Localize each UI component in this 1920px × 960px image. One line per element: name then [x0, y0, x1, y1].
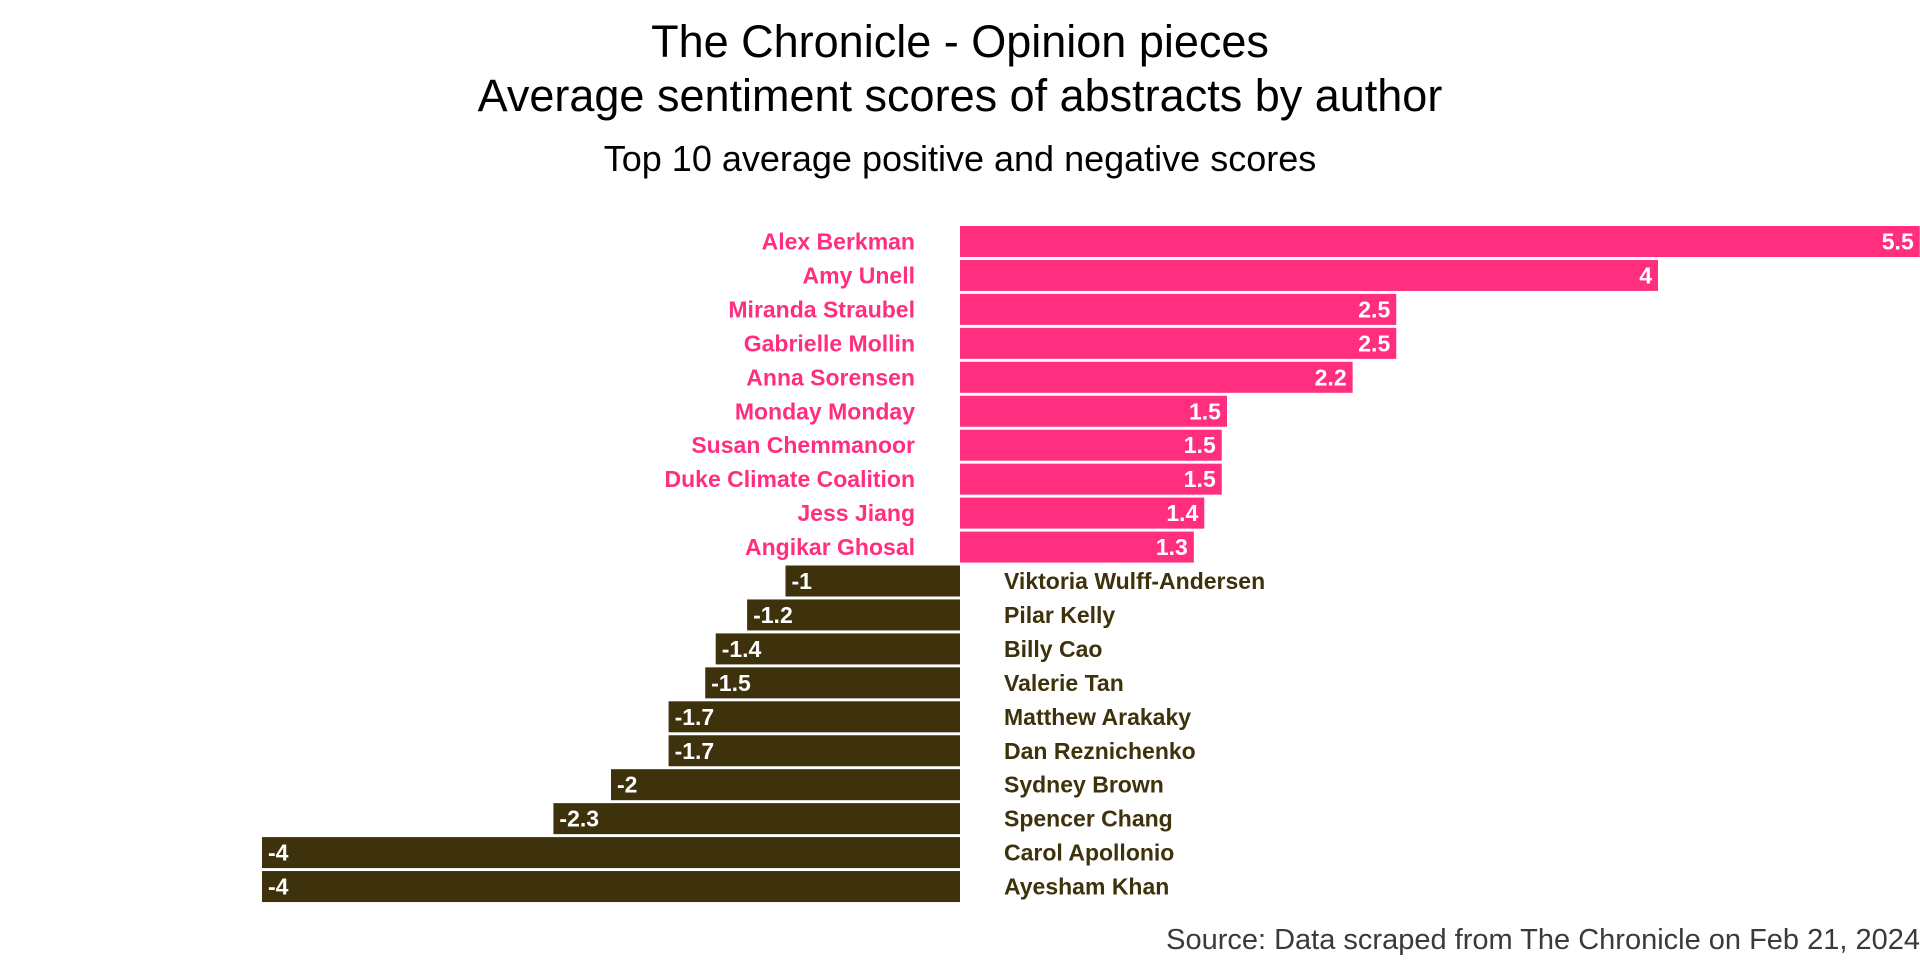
- bar-value-label: 1.5: [1184, 432, 1216, 458]
- category-label: Gabrielle Mollin: [744, 330, 915, 356]
- bar: [960, 531, 1194, 563]
- category-label: Angikar Ghosal: [745, 534, 915, 560]
- bar: [668, 735, 960, 767]
- bar: [960, 259, 1658, 291]
- category-label: Amy Unell: [803, 262, 915, 288]
- bar-value-label: -1: [792, 568, 813, 594]
- category-label: Ayesham Khan: [1004, 874, 1169, 900]
- bar: [553, 803, 960, 835]
- bar: [262, 837, 960, 869]
- bar: [960, 497, 1205, 529]
- bar-value-label: 4: [1639, 262, 1652, 288]
- category-label: Viktoria Wulff-Andersen: [1004, 568, 1265, 594]
- bar: [668, 701, 960, 733]
- category-label: Miranda Straubel: [728, 296, 915, 322]
- category-label: Sydney Brown: [1004, 772, 1164, 798]
- bar-value-label: 2.2: [1315, 364, 1347, 390]
- category-label: Susan Chemmanoor: [691, 432, 915, 458]
- bar: [960, 361, 1353, 393]
- bar-value-label: -4: [268, 874, 289, 900]
- bar: [785, 565, 960, 597]
- category-label: Jess Jiang: [797, 500, 915, 526]
- bar-value-label: 1.4: [1166, 500, 1198, 526]
- bar: [715, 633, 960, 665]
- bar-value-label: 2.5: [1358, 330, 1390, 356]
- category-label: Dan Reznichenko: [1004, 738, 1196, 764]
- category-label: Anna Sorensen: [746, 364, 915, 390]
- bar-value-label: -1.4: [722, 636, 762, 662]
- category-label: Duke Climate Coalition: [665, 466, 915, 492]
- category-label: Pilar Kelly: [1004, 602, 1115, 628]
- category-label: Alex Berkman: [762, 229, 915, 255]
- category-label: Billy Cao: [1004, 636, 1102, 662]
- bar-value-label: -1.5: [711, 670, 751, 696]
- bar: [960, 463, 1222, 495]
- bar-value-label: 2.5: [1358, 296, 1390, 322]
- bar: [960, 327, 1397, 359]
- category-label: Monday Monday: [735, 398, 915, 424]
- bar: [960, 293, 1397, 325]
- source-caption: Source: Data scraped from The Chronicle …: [1166, 924, 1920, 956]
- bar-value-label: -1.7: [675, 738, 715, 764]
- bar: [960, 395, 1227, 427]
- chart-title: The Chronicle - Opinion pieces: [651, 16, 1269, 67]
- bar-value-label: -2.3: [559, 806, 599, 832]
- bar-value-label: -4: [268, 840, 289, 866]
- bar: [960, 226, 1920, 257]
- bar-value-label: 5.5: [1882, 229, 1914, 255]
- bar-value-label: -1.7: [675, 704, 715, 730]
- bar: [960, 429, 1222, 461]
- bar: [747, 599, 960, 631]
- category-label: Matthew Arakaky: [1004, 704, 1191, 730]
- chart-subtitle: Top 10 average positive and negative sco…: [603, 138, 1317, 179]
- bar-value-label: -2: [617, 772, 637, 798]
- bar-value-label: 1.5: [1184, 466, 1216, 492]
- chart-title-line2: Average sentiment scores of abstracts by…: [477, 70, 1443, 121]
- bar-value-label: 1.3: [1156, 534, 1188, 560]
- bar: [705, 667, 960, 699]
- bar-value-label: 1.5: [1189, 398, 1221, 424]
- category-label: Spencer Chang: [1004, 806, 1173, 832]
- category-label: Carol Apollonio: [1004, 840, 1174, 866]
- bar: [262, 871, 960, 903]
- bar-value-label: -1.2: [753, 602, 793, 628]
- bar: [611, 769, 960, 801]
- category-label: Valerie Tan: [1004, 670, 1124, 696]
